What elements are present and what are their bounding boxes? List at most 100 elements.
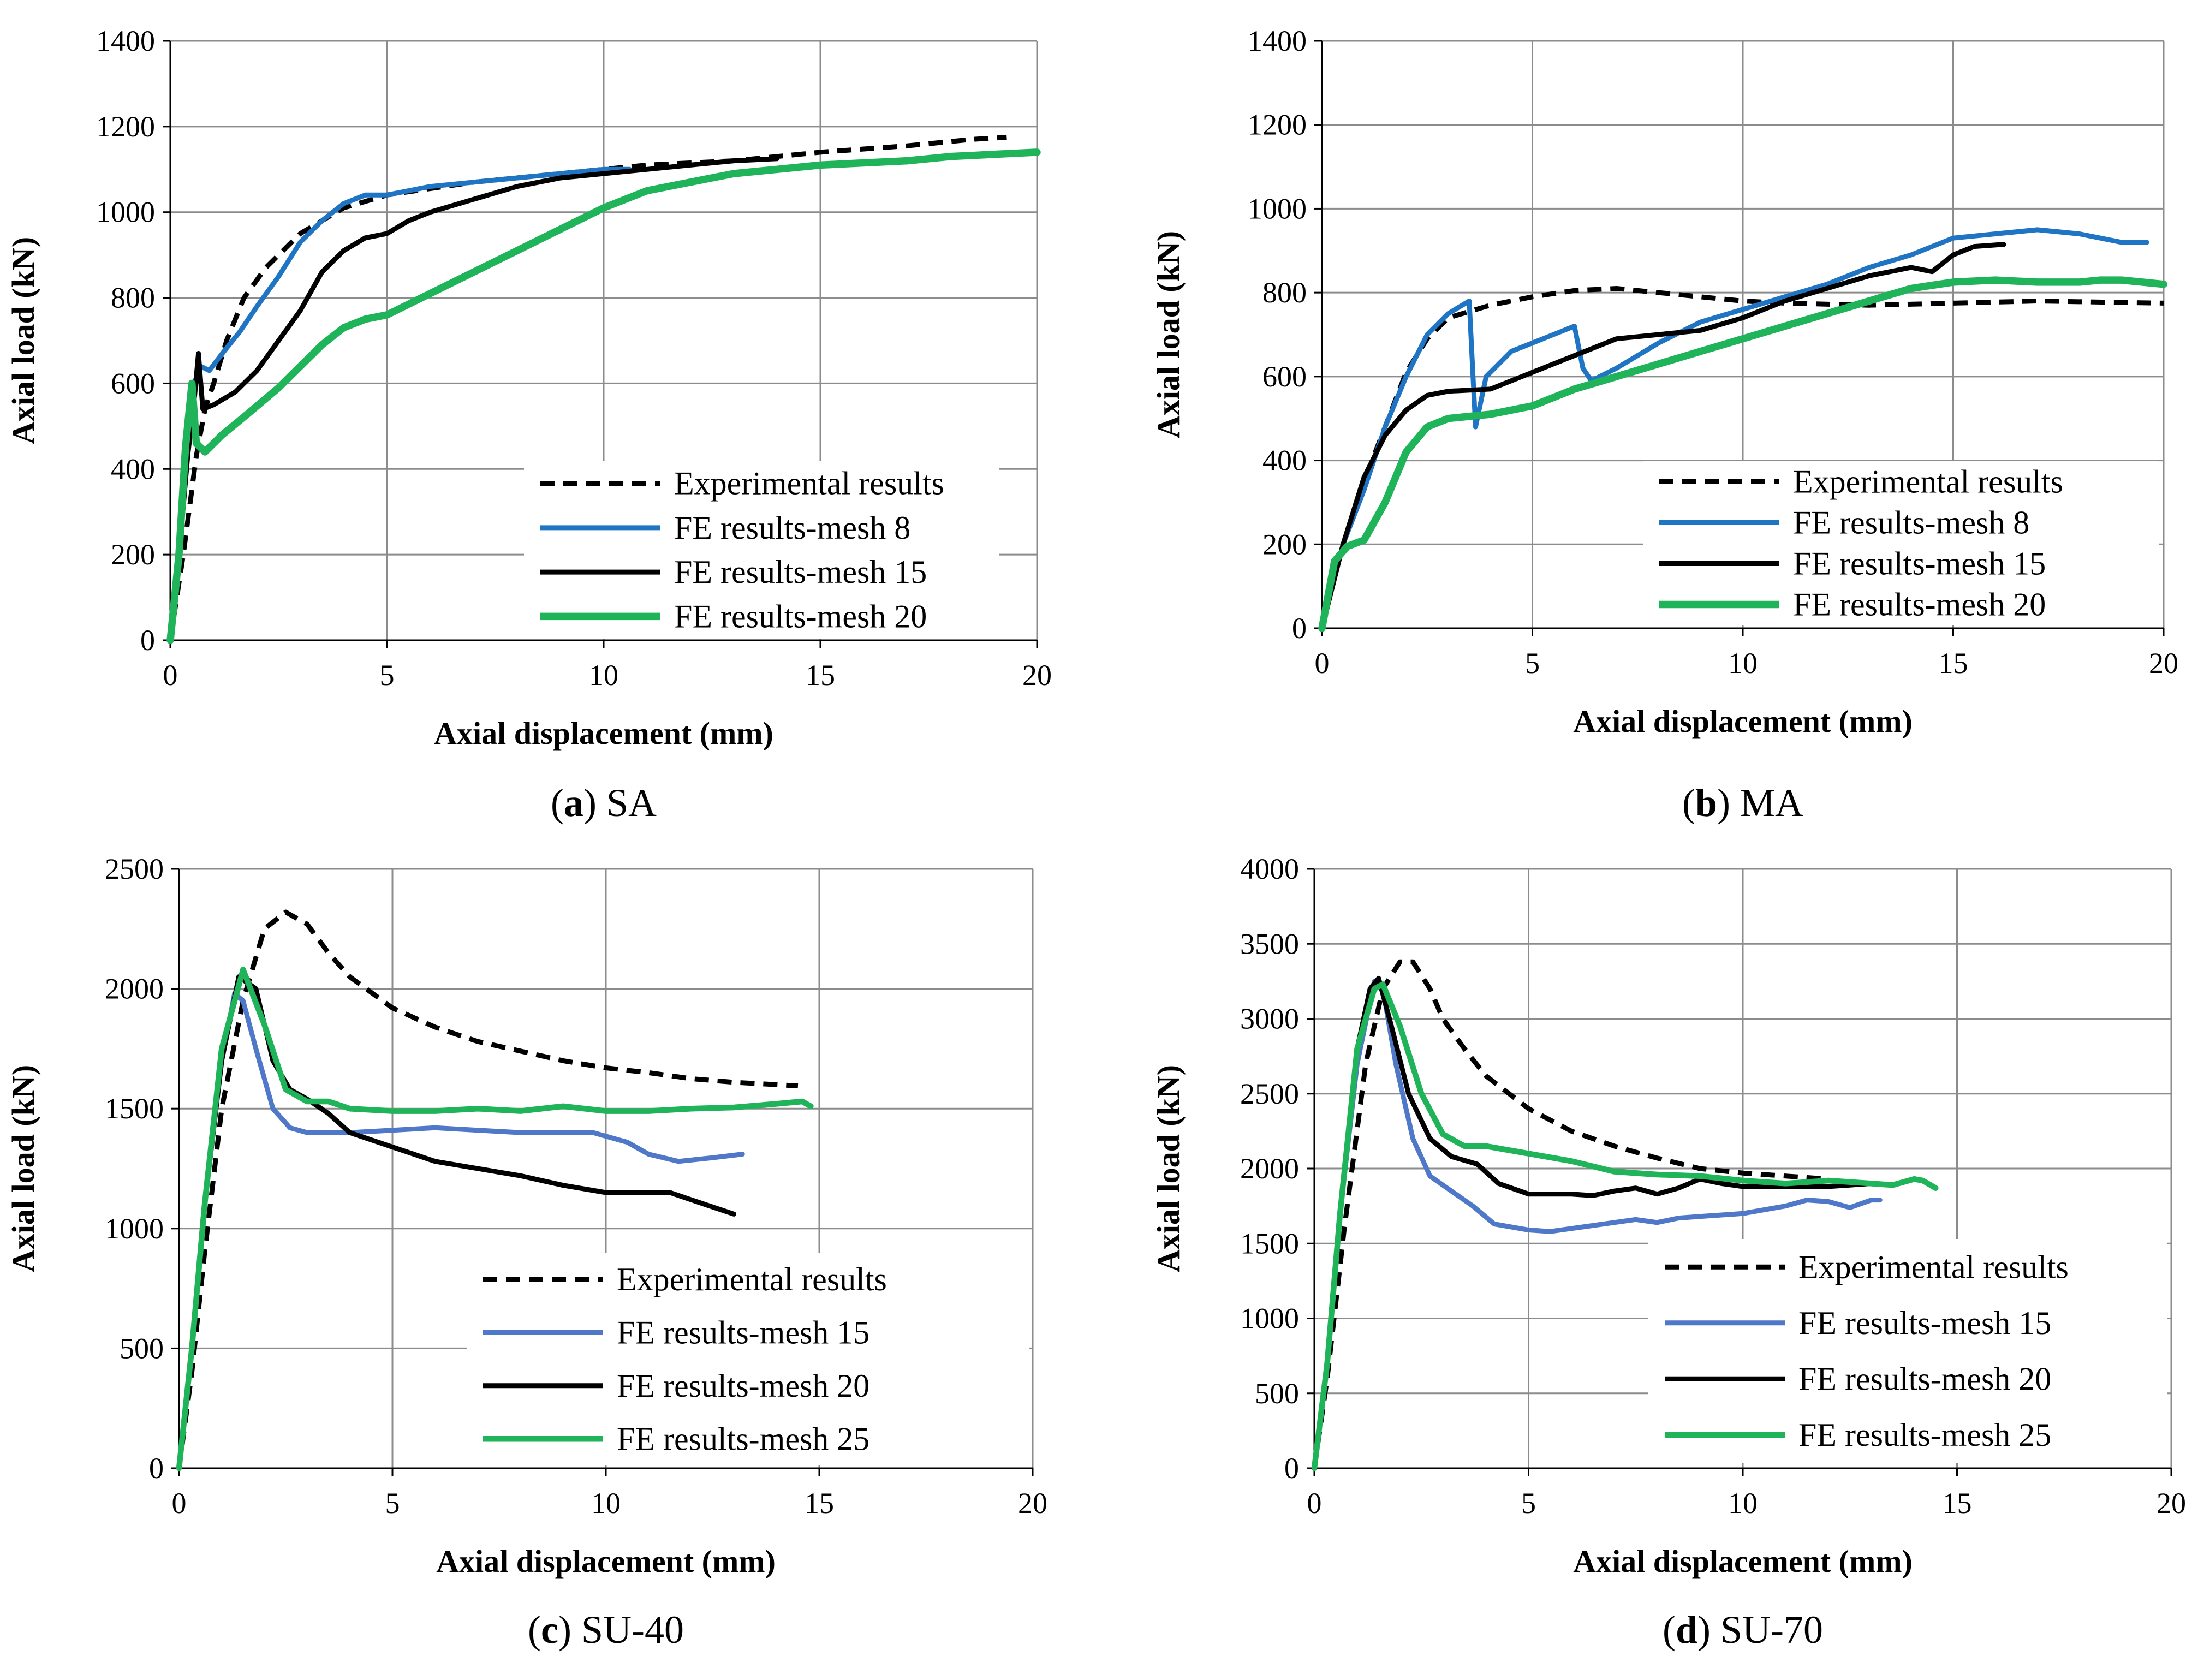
- y-tick-label: 0: [1292, 612, 1307, 645]
- y-tick-label: 400: [1262, 444, 1307, 477]
- x-tick-label: 15: [1939, 647, 1968, 680]
- y-axis-label: Axial load (kN): [5, 1065, 41, 1272]
- legend-label: FE results-mesh 15: [674, 554, 927, 590]
- series-line-fe-results-mesh-20: [166, 148, 1041, 644]
- caption-letter: a: [564, 781, 583, 825]
- legend-label: FE results-mesh 25: [1798, 1417, 2051, 1453]
- x-axis-label: Axial displacement (mm): [434, 716, 773, 751]
- x-tick-label: 0: [163, 659, 178, 692]
- y-tick-label: 600: [1262, 360, 1307, 393]
- y-tick-label: 400: [111, 452, 155, 485]
- series-line-fe-results-mesh-25: [176, 967, 814, 1472]
- x-tick-label: 20: [2149, 647, 2178, 680]
- y-tick-label: 500: [120, 1332, 164, 1365]
- y-tick-label: 0: [149, 1452, 164, 1485]
- x-tick-label: 10: [1728, 647, 1758, 680]
- x-axis-label: Axial displacement (mm): [1573, 1544, 1913, 1579]
- legend-label: FE results-mesh 20: [674, 598, 927, 634]
- series-line-fe-results-mesh-20: [1318, 276, 2167, 632]
- y-axis-label: Axial load (kN): [1151, 231, 1186, 438]
- y-tick-label: 1400: [96, 25, 155, 57]
- panel-caption: (b) MA: [1682, 781, 1803, 825]
- legend-label: Experimental results: [1798, 1249, 2069, 1285]
- x-tick-label: 20: [2157, 1487, 2186, 1520]
- y-tick-label: 800: [1262, 276, 1307, 309]
- y-tick-label: 2500: [105, 853, 164, 885]
- legend-background: [1648, 1239, 2167, 1463]
- chart-panel-a: 0 200 400 600 800 1000 1200 1400 0 5 10 15 20 Axial d…: [5, 25, 1052, 825]
- legend-label: FE results-mesh 20: [1793, 587, 2046, 623]
- panel-caption: (a) SA: [551, 781, 657, 825]
- legend: Experimental results FE results-mesh 15 FE…: [467, 1253, 1029, 1465]
- x-tick-label: 20: [1022, 659, 1052, 692]
- legend-label: FE results-mesh 15: [617, 1314, 869, 1350]
- y-tick-label: 500: [1255, 1377, 1299, 1410]
- x-tick-label: 15: [806, 659, 835, 692]
- legend-background: [467, 1253, 1029, 1465]
- y-tick-label: 1000: [1248, 192, 1307, 225]
- y-tick-label: 200: [1262, 528, 1307, 561]
- legend-background: [524, 461, 999, 639]
- legend-label: Experimental results: [617, 1261, 887, 1297]
- series-line-fe-results-mesh-15: [168, 156, 780, 643]
- caption-text: SU-70: [1711, 1608, 1823, 1652]
- x-tick-label: 10: [591, 1487, 621, 1520]
- y-tick-label: 0: [140, 624, 155, 657]
- x-tick-label: 5: [1525, 647, 1540, 680]
- y-tick-label: 600: [111, 367, 155, 400]
- y-tick-label: 1200: [1248, 109, 1307, 141]
- legend-label: FE results-mesh 20: [1798, 1361, 2051, 1397]
- x-tick-label: 5: [1521, 1487, 1536, 1520]
- x-tick-label: 15: [1943, 1487, 1972, 1520]
- x-tick-label: 5: [380, 659, 395, 692]
- caption-letter: c: [541, 1608, 558, 1652]
- y-axis-label: Axial load (kN): [1151, 1065, 1186, 1272]
- y-tick-label: 2000: [105, 973, 164, 1005]
- legend-background: [1643, 461, 2159, 625]
- y-tick-label: 4000: [1240, 853, 1299, 885]
- x-tick-label: 0: [172, 1487, 187, 1520]
- legend: Experimental results FE results-mesh 15 FE…: [1648, 1239, 2167, 1463]
- y-tick-label: 800: [111, 282, 155, 314]
- legend-label: FE results-mesh 15: [1798, 1305, 2051, 1341]
- y-tick-label: 0: [1284, 1452, 1299, 1485]
- y-tick-label: 1500: [105, 1092, 164, 1125]
- panel-caption: (c) SU-40: [528, 1608, 684, 1652]
- y-tick-label: 2500: [1240, 1077, 1299, 1110]
- legend-label: FE results-mesh 8: [674, 510, 910, 546]
- x-axis-label: Axial displacement (mm): [1573, 704, 1913, 739]
- y-tick-label: 1200: [96, 110, 155, 143]
- series-line-experimental-results: [1312, 959, 1829, 1469]
- chart-panel-d: 0 500 1000 1500 2000 2500 3000 3500 4000 0 5 10 15 20…: [1151, 853, 2186, 1652]
- x-tick-label: 10: [589, 659, 618, 692]
- legend-label: FE results-mesh 8: [1793, 505, 2029, 541]
- legend-label: Experimental results: [1793, 464, 2063, 500]
- series-line-fe-results-mesh-15: [1319, 242, 2006, 631]
- panel-caption: (d) SU-70: [1663, 1608, 1823, 1652]
- legend-label: FE results-mesh 25: [617, 1421, 869, 1457]
- y-tick-label: 1000: [96, 196, 155, 229]
- caption-letter: d: [1676, 1608, 1697, 1652]
- y-tick-label: 2000: [1240, 1152, 1299, 1185]
- series-line-experimental-results: [176, 909, 799, 1469]
- y-tick-label: 1400: [1248, 25, 1307, 57]
- y-tick-label: 1000: [105, 1212, 164, 1245]
- legend-label: Experimental results: [674, 466, 944, 502]
- x-tick-label: 5: [385, 1487, 400, 1520]
- series-line-fe-results-mesh-25: [1311, 981, 1939, 1472]
- y-tick-label: 3500: [1240, 927, 1299, 960]
- chart-panel-c: 0 500 1000 1500 2000 2500 0 5 10 15 20 Axial displa…: [5, 853, 1047, 1652]
- series-line-fe-results-mesh-20: [1312, 975, 1874, 1471]
- legend: Experimental results FE results-mesh 8 FE …: [1643, 461, 2159, 625]
- x-tick-label: 20: [1018, 1487, 1047, 1520]
- caption-text: MA: [1730, 781, 1803, 825]
- x-tick-label: 0: [1307, 1487, 1322, 1520]
- y-tick-label: 3000: [1240, 1003, 1299, 1035]
- x-tick-label: 15: [805, 1487, 834, 1520]
- caption-letter: b: [1695, 781, 1717, 825]
- y-tick-label: 1500: [1240, 1227, 1299, 1260]
- chart-panel-b: 0 200 400 600 800 1000 1200 1400 0 5 10 15 20 Axial d…: [1151, 25, 2178, 825]
- legend: Experimental results FE results-mesh 8 FE …: [524, 461, 999, 639]
- caption-text: SU-40: [571, 1608, 684, 1652]
